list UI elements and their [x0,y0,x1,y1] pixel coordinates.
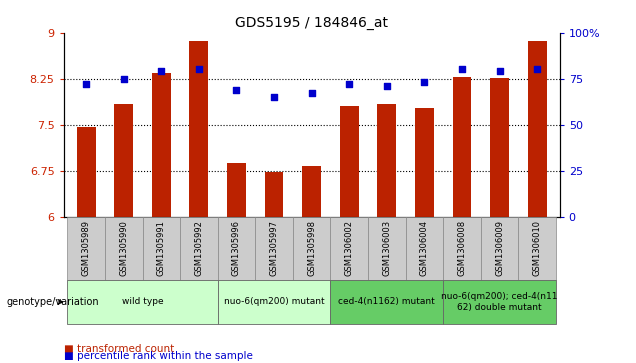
Text: nuo-6(qm200); ced-4(n11
62) double mutant: nuo-6(qm200); ced-4(n11 62) double mutan… [441,292,558,311]
Bar [180,217,218,280]
Bar [406,217,443,280]
Bar [331,217,368,280]
Bar [481,217,518,280]
Bar [368,217,406,280]
Bar [67,280,218,324]
Bar [518,217,556,280]
Text: GSM1305998: GSM1305998 [307,220,316,276]
Point [307,90,317,96]
Bar [340,106,359,217]
Text: GSM1306002: GSM1306002 [345,220,354,276]
Text: GSM1305991: GSM1305991 [157,220,166,276]
Point [269,94,279,100]
Point [81,81,91,87]
Bar [331,280,443,324]
Bar [255,217,293,280]
Text: GSM1305989: GSM1305989 [81,220,91,276]
Bar [265,172,284,217]
Text: ■ transformed count: ■ transformed count [64,344,174,354]
Bar [453,77,471,217]
Point [419,79,429,85]
Bar [152,73,170,217]
Point [194,66,204,72]
Point [382,83,392,89]
Text: GSM1305990: GSM1305990 [119,220,128,276]
Text: genotype/variation: genotype/variation [6,297,99,307]
Bar [114,104,133,217]
Bar [443,217,481,280]
Text: GSM1306003: GSM1306003 [382,220,391,276]
Point [532,66,543,72]
Point [457,66,467,72]
Bar [142,217,180,280]
Bar [190,41,209,217]
Bar [67,217,105,280]
Bar [528,41,546,217]
Bar [377,104,396,217]
Point [156,68,167,74]
Bar [105,217,142,280]
Text: ced-4(n1162) mutant: ced-4(n1162) mutant [338,297,435,306]
Text: GSM1305992: GSM1305992 [195,220,204,276]
Title: GDS5195 / 184846_at: GDS5195 / 184846_at [235,16,388,30]
Point [494,68,504,74]
Bar [302,166,321,217]
Text: ■ percentile rank within the sample: ■ percentile rank within the sample [64,351,252,361]
Text: wild type: wild type [121,297,163,306]
Text: GSM1306008: GSM1306008 [457,220,466,276]
Text: GSM1306004: GSM1306004 [420,220,429,276]
Bar [443,280,556,324]
Text: GSM1305996: GSM1305996 [232,220,241,276]
Bar [218,217,255,280]
Text: GSM1305997: GSM1305997 [270,220,279,276]
Bar [490,78,509,217]
Text: GSM1306009: GSM1306009 [495,220,504,276]
Point [232,87,242,93]
Point [119,76,129,82]
Bar [415,108,434,217]
Text: nuo-6(qm200) mutant: nuo-6(qm200) mutant [224,297,324,306]
Bar [227,163,246,217]
Bar [293,217,331,280]
Point [344,81,354,87]
Text: GSM1306010: GSM1306010 [532,220,542,276]
Bar [218,280,331,324]
Bar [77,127,95,217]
